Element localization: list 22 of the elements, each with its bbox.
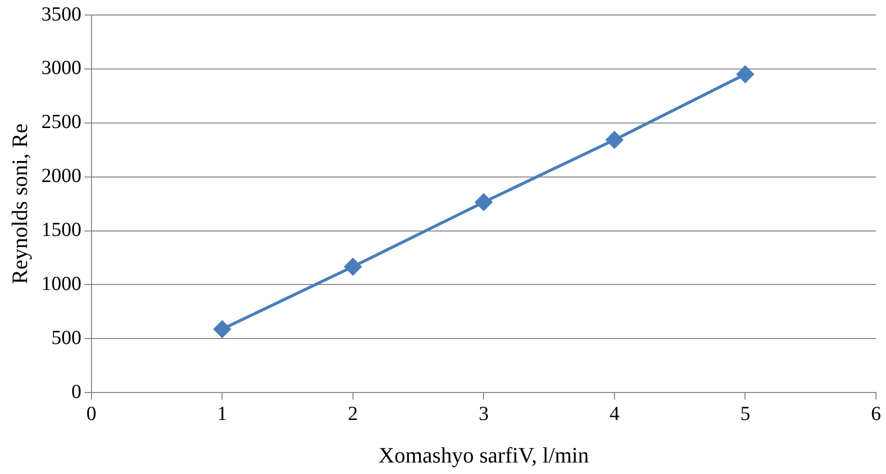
point bbox=[606, 131, 623, 148]
x-tick-label: 4 bbox=[609, 402, 620, 425]
y-tick-label: 0 bbox=[71, 380, 82, 403]
point bbox=[214, 320, 231, 338]
point bbox=[475, 194, 492, 211]
y-tick-label: 3000 bbox=[41, 57, 82, 80]
x-tick-label: 1 bbox=[217, 402, 228, 425]
y-tick-label: 2000 bbox=[41, 165, 82, 188]
y-tick-label: 3500 bbox=[41, 3, 82, 26]
x-tick-label: 5 bbox=[740, 402, 750, 425]
point bbox=[736, 66, 754, 83]
y-tick-label: 500 bbox=[51, 326, 82, 349]
point bbox=[344, 258, 362, 276]
y-tick-label: 2500 bbox=[41, 111, 82, 134]
x-tick-label: 6 bbox=[871, 402, 881, 425]
y-tick-label: 1500 bbox=[41, 219, 82, 242]
y-axis-title: Reynolds soni, Re bbox=[6, 123, 32, 284]
x-axis-title: Xomashyo sarfiV, l/min bbox=[378, 442, 589, 468]
y-tick-label: 1000 bbox=[41, 272, 82, 295]
x-tick-label: 3 bbox=[478, 402, 489, 425]
x-tick-label: 2 bbox=[348, 402, 358, 425]
x-tick-label: 0 bbox=[86, 402, 96, 425]
